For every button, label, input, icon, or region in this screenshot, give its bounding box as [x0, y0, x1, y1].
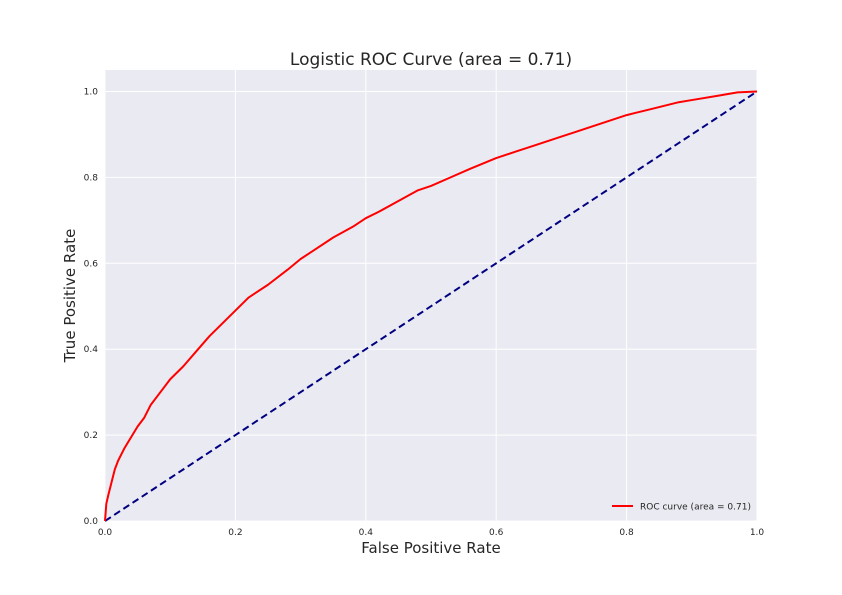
grid: [104, 70, 758, 522]
y-tick-label: 0.6: [84, 259, 99, 269]
x-tick-label: 0.8: [619, 528, 634, 538]
y-tick-label: 0.0: [84, 517, 99, 527]
chart-title: Logistic ROC Curve (area = 0.71): [290, 50, 572, 70]
y-tick-label: 0.2: [84, 431, 98, 441]
legend-label-roc: ROC curve (area = 0.71): [640, 503, 751, 513]
y-axis-title: True Positive Rate: [61, 229, 79, 364]
plot-area: [105, 70, 757, 521]
roc-curve-line: [104, 90, 758, 522]
chance-diagonal-line: [104, 90, 758, 522]
x-tick-label: 0.2: [228, 528, 242, 538]
y-tick-label: 1.0: [84, 87, 99, 97]
series-layer: [104, 90, 758, 522]
x-tick-label: 1.0: [750, 528, 765, 538]
x-axis-title: False Positive Rate: [361, 539, 500, 557]
y-tick-label: 0.8: [84, 173, 99, 183]
x-tick-label: 0.6: [489, 528, 504, 538]
x-tick-label: 0.4: [359, 528, 374, 538]
legend: ROC curve (area = 0.71): [612, 503, 751, 513]
y-tick-label: 0.4: [84, 345, 99, 355]
x-tick-label: 0.0: [98, 528, 113, 538]
tick-labels: 0.0 0.2 0.4 0.6 0.8 1.0 0.0 0.2 0.4 0.6 0.8 1.0: [84, 87, 765, 538]
